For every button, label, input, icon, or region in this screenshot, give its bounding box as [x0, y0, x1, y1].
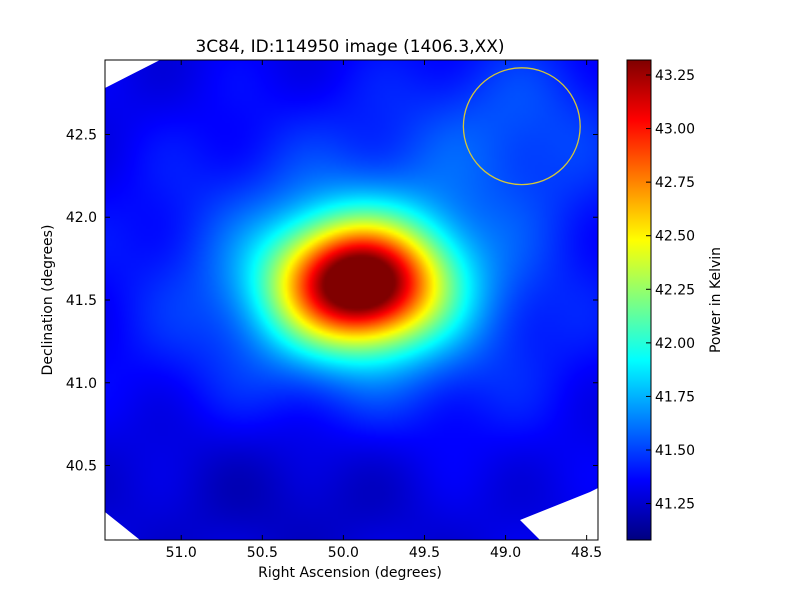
x-tick-label: 51.0 — [166, 545, 197, 561]
y-tick-label: 41.0 — [66, 376, 97, 392]
y-axis-label: Declination (degrees) — [40, 225, 56, 376]
x-tick-label: 50.5 — [247, 545, 278, 561]
heatmap-image — [105, 60, 598, 540]
x-tick-label: 48.5 — [571, 545, 602, 561]
colorbar-tick-label: 43.00 — [655, 122, 695, 138]
chart-title: 3C84, ID:114950 image (1406.3,XX) — [195, 37, 504, 57]
x-tick-label: 49.0 — [490, 545, 521, 561]
colorbar-frame — [626, 59, 652, 541]
y-tick-label: 42.5 — [66, 127, 97, 143]
x-axis-label: Right Ascension (degrees) — [258, 565, 442, 581]
blank-regions — [105, 60, 598, 540]
x-axis: 51.0 50.5 50.0 49.5 49.0 48.5 — [166, 60, 602, 561]
y-tick-label: 41.5 — [66, 293, 97, 309]
colorbar-tick-label: 41.50 — [655, 443, 695, 459]
beam-circle — [462, 67, 581, 186]
colorbar-tick-label: 41.25 — [655, 497, 695, 513]
colorbar — [627, 60, 651, 540]
colorbar-tick-label: 41.75 — [655, 389, 695, 405]
colorbar-tick-label: 43.25 — [655, 68, 695, 84]
colorbar-tick-label: 42.00 — [655, 336, 695, 352]
y-axis: 40.5 41.0 41.5 42.0 42.5 — [66, 127, 598, 475]
colorbar-tick-label: 42.75 — [655, 175, 695, 191]
x-tick-label: 49.5 — [409, 545, 440, 561]
y-tick-label: 40.5 — [66, 459, 97, 475]
x-tick-label: 50.0 — [328, 545, 359, 561]
colorbar-label: Power in Kelvin — [708, 247, 724, 353]
y-tick-label: 42.0 — [66, 210, 97, 226]
heatmap — [105, 60, 598, 540]
colorbar-ticks: 41.25 41.50 41.75 42.00 42.25 42.50 42.75 43.00… — [646, 68, 695, 513]
colorbar-tick-label: 42.25 — [655, 282, 695, 298]
colorbar-tick-label: 42.50 — [655, 229, 695, 245]
